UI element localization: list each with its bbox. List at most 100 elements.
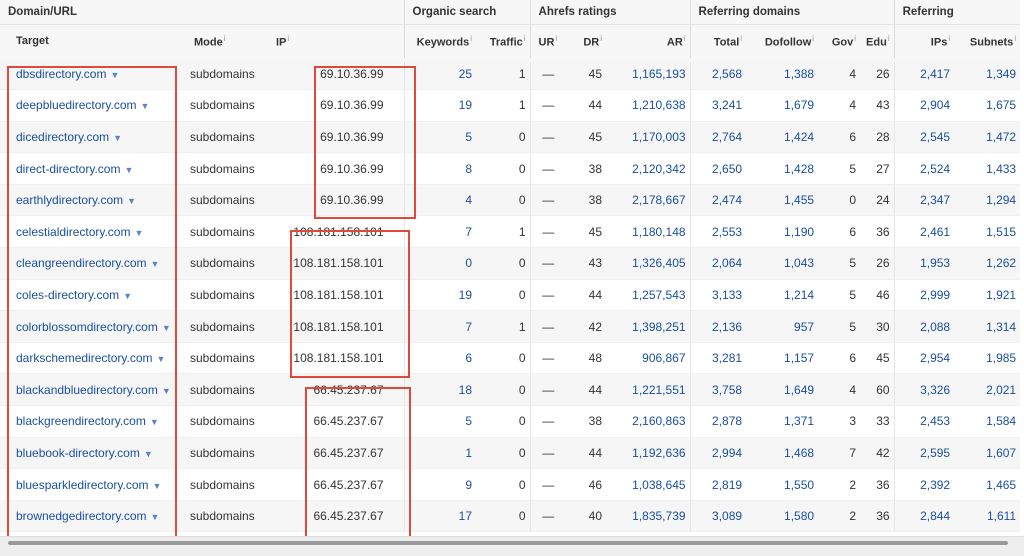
ips-cell[interactable]: 2,417 bbox=[893, 58, 955, 91]
total-cell[interactable]: 2,878 bbox=[689, 405, 747, 438]
ar-cell[interactable]: 1,180,148 bbox=[606, 215, 691, 249]
ar-cell[interactable]: 1,221,551 bbox=[606, 373, 691, 407]
target-cell[interactable]: brownedgedirectory.com ▼ bbox=[0, 500, 186, 533]
total-cell[interactable]: 2,136 bbox=[689, 310, 747, 343]
target-link[interactable]: earthlydirectory.com bbox=[16, 193, 124, 208]
ar-cell[interactable]: 1,192,636 bbox=[606, 437, 691, 470]
keywords-cell[interactable]: 6 bbox=[403, 342, 477, 375]
dropdown-caret-icon[interactable]: ▼ bbox=[161, 322, 171, 333]
target-link[interactable]: bluebook-directory.com bbox=[16, 445, 140, 460]
target-link[interactable]: bluesparkledirectory.com bbox=[16, 477, 149, 492]
scrollbar-thumb[interactable] bbox=[8, 541, 1008, 545]
subnets-cell[interactable]: 1,294 bbox=[954, 184, 1021, 217]
keywords-cell[interactable]: 0 bbox=[403, 247, 477, 280]
subnets-cell[interactable]: 1,314 bbox=[954, 310, 1021, 343]
dofollow-cell[interactable]: 1,214 bbox=[746, 279, 819, 312]
target-link[interactable]: deepbluedirectory.com bbox=[16, 98, 137, 113]
keywords-cell[interactable]: 7 bbox=[403, 215, 477, 249]
dofollow-cell[interactable]: 1,679 bbox=[746, 89, 819, 122]
total-cell[interactable]: 3,281 bbox=[689, 342, 747, 375]
keywords-cell[interactable]: 7 bbox=[403, 310, 477, 343]
ar-cell[interactable]: 2,160,863 bbox=[606, 405, 691, 438]
target-cell[interactable]: earthlydirectory.com ▼ bbox=[0, 184, 186, 217]
keywords-cell[interactable]: 5 bbox=[403, 405, 477, 438]
target-link[interactable]: dicedirectory.com bbox=[16, 129, 110, 144]
dropdown-caret-icon[interactable]: ▼ bbox=[150, 512, 160, 523]
col-mode[interactable]: Modei bbox=[186, 24, 268, 59]
dropdown-caret-icon[interactable]: ▼ bbox=[161, 385, 171, 396]
info-icon[interactable]: i bbox=[948, 33, 951, 43]
ips-cell[interactable]: 2,595 bbox=[893, 437, 955, 470]
ips-cell[interactable]: 2,954 bbox=[893, 342, 955, 375]
ips-cell[interactable]: 2,999 bbox=[893, 279, 955, 312]
ar-cell[interactable]: 906,867 bbox=[606, 342, 691, 375]
total-cell[interactable]: 2,568 bbox=[689, 58, 747, 91]
info-icon[interactable]: i bbox=[470, 33, 473, 43]
target-link[interactable]: darkschemedirectory.com bbox=[16, 351, 153, 366]
col-edu[interactable]: Edui bbox=[860, 24, 895, 59]
dropdown-caret-icon[interactable]: ▼ bbox=[152, 480, 162, 491]
keywords-cell[interactable]: 1 bbox=[403, 437, 477, 470]
target-cell[interactable]: dicedirectory.com ▼ bbox=[0, 121, 186, 154]
subnets-cell[interactable]: 1,607 bbox=[954, 437, 1021, 470]
keywords-cell[interactable]: 8 bbox=[403, 152, 477, 185]
info-icon[interactable]: i bbox=[854, 33, 857, 43]
ips-cell[interactable]: 2,904 bbox=[893, 89, 955, 122]
dropdown-caret-icon[interactable]: ▼ bbox=[123, 290, 133, 301]
col-keywords[interactable]: Keywordsi bbox=[403, 24, 477, 59]
info-icon[interactable]: i bbox=[887, 33, 890, 43]
dropdown-caret-icon[interactable]: ▼ bbox=[140, 101, 150, 112]
info-icon[interactable]: i bbox=[740, 33, 743, 43]
ar-cell[interactable]: 1,835,739 bbox=[606, 500, 691, 533]
info-icon[interactable]: i bbox=[683, 33, 686, 43]
keywords-cell[interactable]: 19 bbox=[403, 89, 477, 122]
total-cell[interactable]: 2,994 bbox=[689, 437, 747, 470]
col-target[interactable]: Target bbox=[0, 24, 186, 59]
subnets-cell[interactable]: 1,985 bbox=[954, 342, 1021, 375]
total-cell[interactable]: 3,758 bbox=[689, 373, 747, 407]
keywords-cell[interactable]: 17 bbox=[403, 500, 477, 533]
dofollow-cell[interactable]: 1,371 bbox=[746, 405, 819, 438]
dofollow-cell[interactable]: 1,428 bbox=[746, 152, 819, 185]
ips-cell[interactable]: 2,545 bbox=[893, 121, 955, 154]
ar-cell[interactable]: 1,398,251 bbox=[606, 310, 691, 343]
dofollow-cell[interactable]: 1,455 bbox=[746, 184, 819, 217]
dofollow-cell[interactable]: 1,649 bbox=[746, 373, 819, 407]
target-link[interactable]: colorblossomdirectory.com bbox=[16, 319, 158, 334]
ips-cell[interactable]: 3,326 bbox=[893, 373, 955, 407]
keywords-cell[interactable]: 25 bbox=[403, 58, 477, 91]
dropdown-caret-icon[interactable]: ▼ bbox=[134, 227, 144, 238]
dropdown-caret-icon[interactable]: ▼ bbox=[143, 448, 153, 459]
subnets-cell[interactable]: 1,921 bbox=[954, 279, 1021, 312]
keywords-cell[interactable]: 5 bbox=[403, 121, 477, 154]
ar-cell[interactable]: 2,178,667 bbox=[606, 184, 691, 217]
dofollow-cell[interactable]: 1,190 bbox=[746, 215, 819, 249]
target-cell[interactable]: colorblossomdirectory.com ▼ bbox=[0, 310, 186, 343]
target-link[interactable]: celestialdirectory.com bbox=[16, 224, 131, 239]
total-cell[interactable]: 3,241 bbox=[689, 89, 747, 122]
target-link[interactable]: direct-directory.com bbox=[16, 161, 121, 176]
total-cell[interactable]: 2,553 bbox=[689, 215, 747, 249]
ips-cell[interactable]: 2,088 bbox=[893, 310, 955, 343]
dropdown-caret-icon[interactable]: ▼ bbox=[149, 417, 159, 428]
keywords-cell[interactable]: 18 bbox=[403, 373, 477, 407]
ips-cell[interactable]: 1,953 bbox=[893, 247, 955, 280]
total-cell[interactable]: 2,819 bbox=[689, 468, 747, 501]
info-icon[interactable]: i bbox=[523, 33, 526, 43]
ar-cell[interactable]: 1,165,193 bbox=[606, 58, 691, 91]
col-subnets[interactable]: Subnetsi bbox=[954, 24, 1021, 59]
ips-cell[interactable]: 2,392 bbox=[893, 468, 955, 501]
subnets-cell[interactable]: 1,465 bbox=[954, 468, 1021, 501]
total-cell[interactable]: 3,089 bbox=[689, 500, 747, 533]
total-cell[interactable]: 2,064 bbox=[689, 247, 747, 280]
dropdown-caret-icon[interactable]: ▼ bbox=[124, 164, 134, 175]
info-icon[interactable]: i bbox=[600, 33, 603, 43]
info-icon[interactable]: i bbox=[1014, 33, 1017, 43]
target-link[interactable]: coles-directory.com bbox=[16, 287, 120, 302]
dofollow-cell[interactable]: 1,580 bbox=[746, 500, 819, 533]
dofollow-cell[interactable]: 1,468 bbox=[746, 437, 819, 470]
subnets-cell[interactable]: 1,433 bbox=[954, 152, 1021, 185]
info-icon[interactable]: i bbox=[223, 33, 226, 43]
dropdown-caret-icon[interactable]: ▼ bbox=[113, 132, 123, 143]
target-cell[interactable]: deepbluedirectory.com ▼ bbox=[0, 89, 186, 122]
